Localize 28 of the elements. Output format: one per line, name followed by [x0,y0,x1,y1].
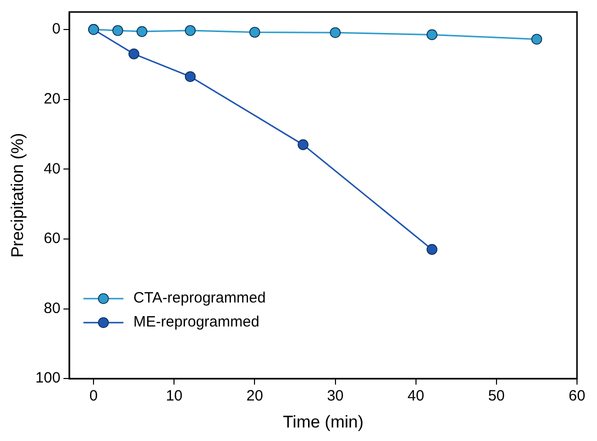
x-axis-title: Time (min) [282,412,364,432]
x-tick-label: 0 [89,388,98,405]
x-tick-label: 40 [408,388,424,405]
x-tick-label: 10 [166,388,183,405]
point [136,26,148,37]
y-tick-label: 100 [35,370,60,387]
point [128,48,140,60]
y-tick-label: 40 [44,160,60,178]
point [184,71,196,82]
point [330,27,341,38]
y-axis-title: Precipitation (%) [8,132,27,258]
x-tick-label: 50 [488,388,505,405]
point [426,244,438,255]
point [112,25,124,36]
x-tick-label: 30 [326,388,344,405]
point [249,26,260,38]
y-tick-label: 20 [44,90,60,108]
x-tick-label: 20 [246,388,264,405]
legend-label: ME-reprogrammed [133,314,260,331]
point [298,139,308,150]
y-tick-label: 80 [44,300,60,317]
y-tick-label: 60 [44,230,60,248]
legend-label: CTA-reprogrammed [133,290,266,307]
point [184,25,196,36]
point [426,29,438,40]
y-tick-label: 0 [52,20,60,38]
x-tick-label: 60 [568,388,586,405]
point [531,34,542,45]
